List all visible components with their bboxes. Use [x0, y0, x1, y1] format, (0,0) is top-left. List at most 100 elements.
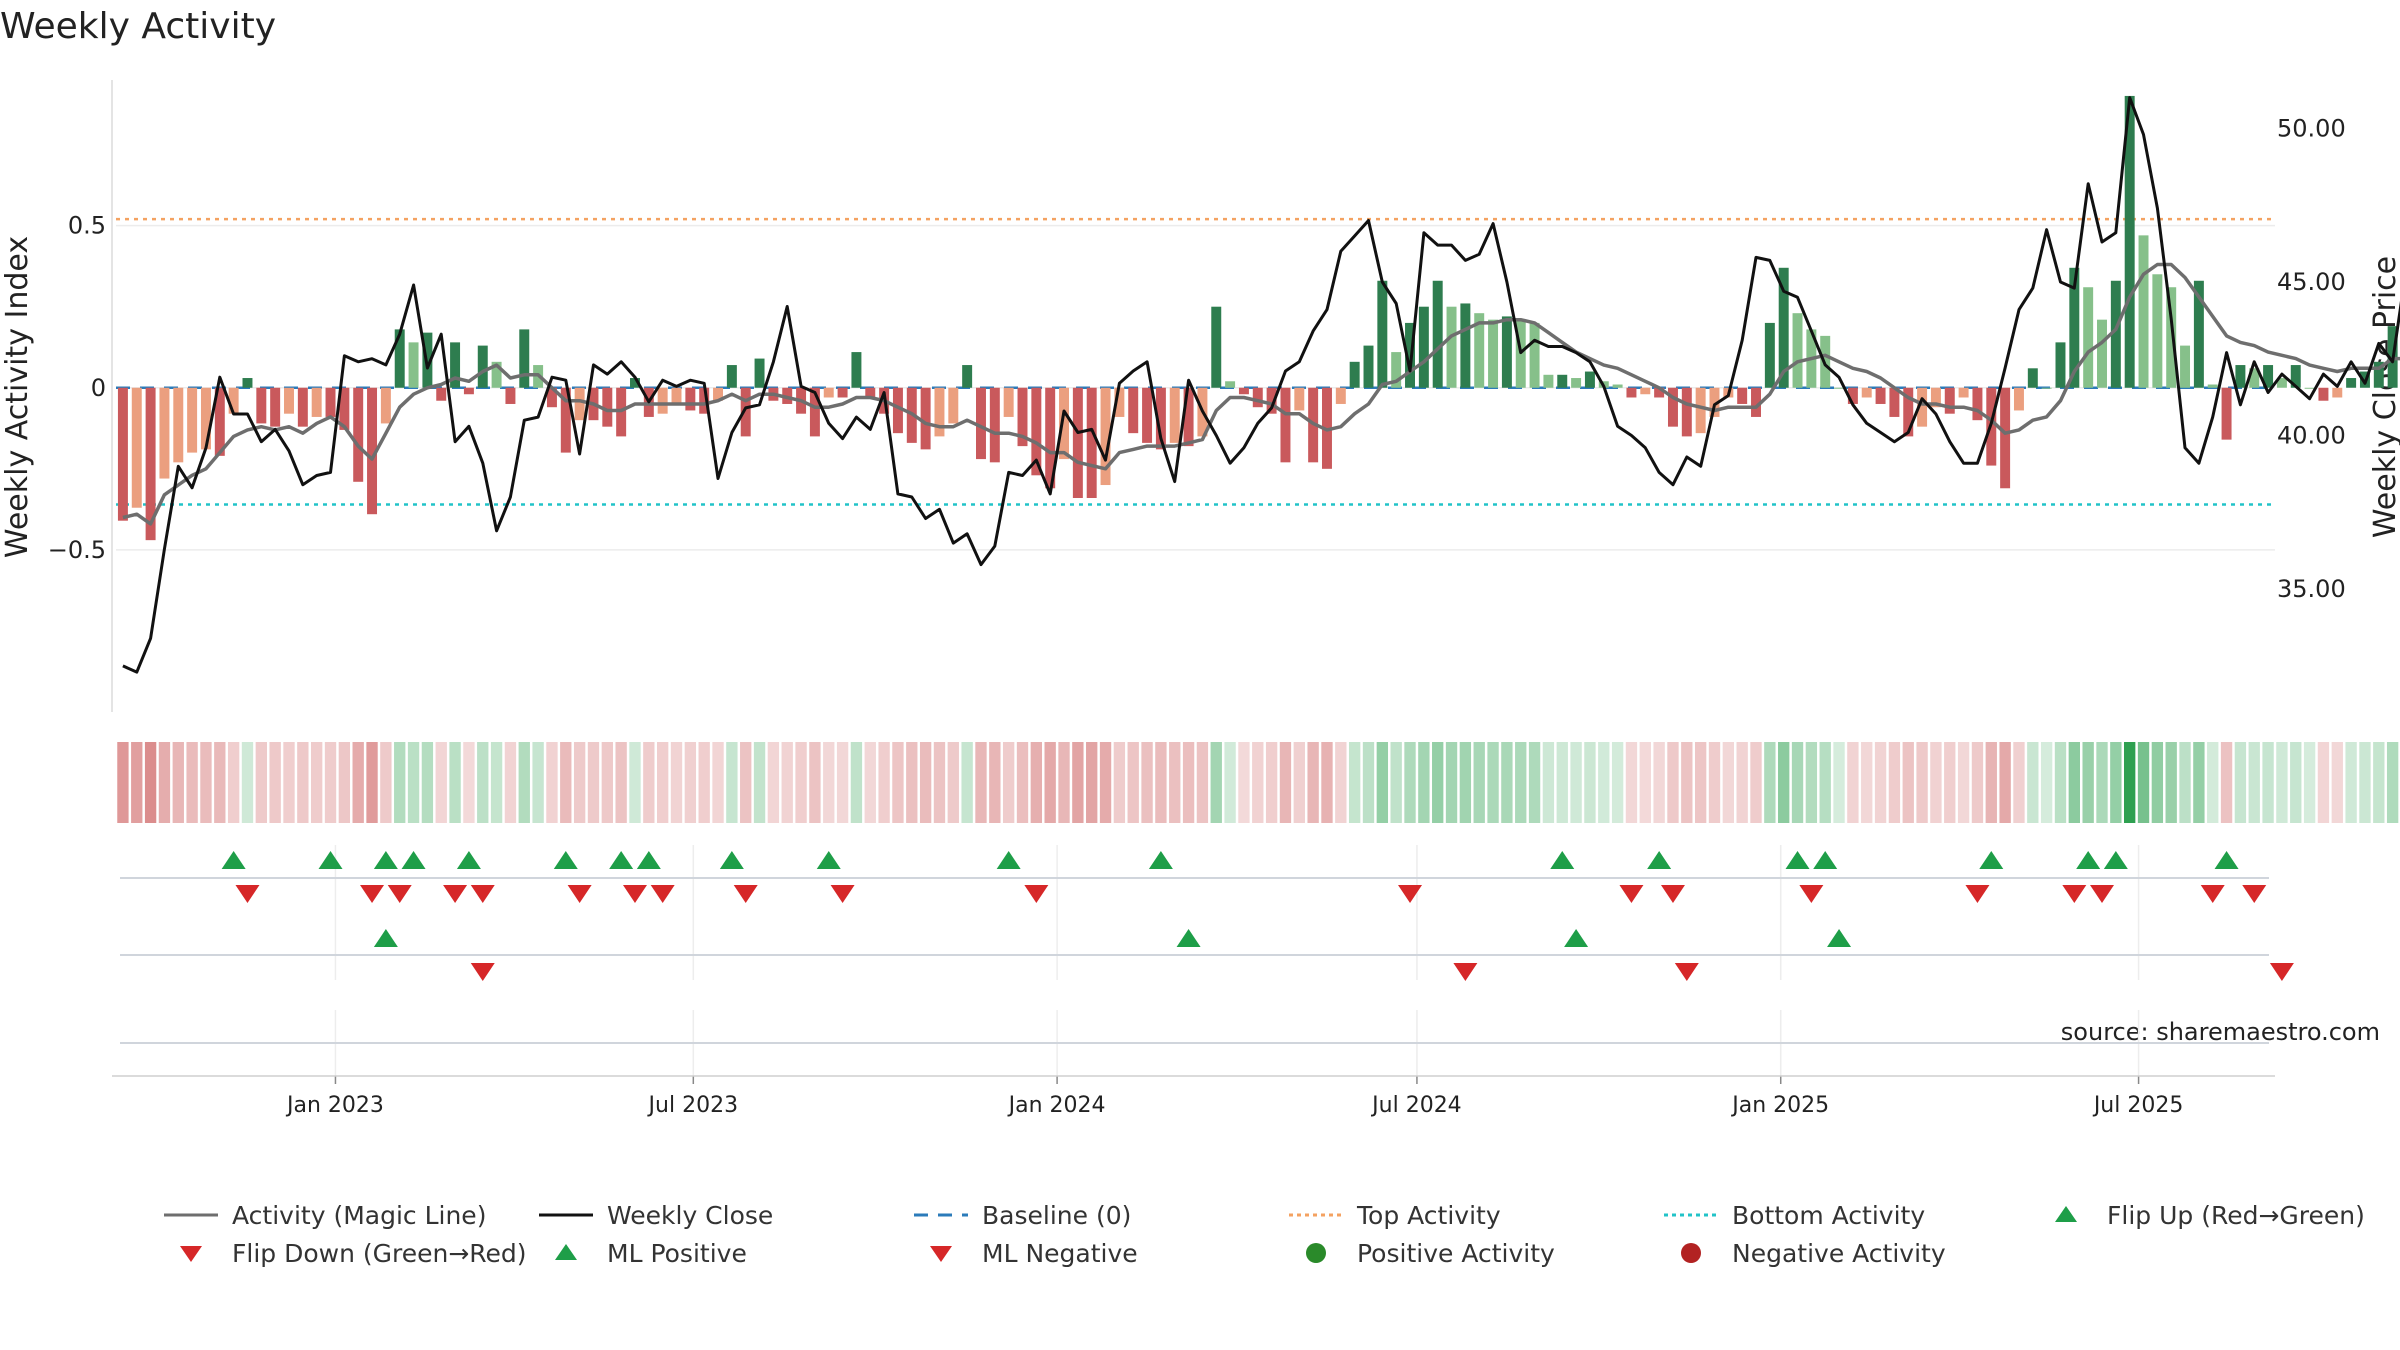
activity-bar [1778, 267, 1789, 388]
heat-cell [2124, 742, 2136, 823]
heat-cell [1058, 742, 1070, 823]
flip-up-marker [318, 851, 343, 869]
activity-bar [1584, 371, 1595, 388]
flip-down-marker [567, 885, 592, 903]
heat-cell [2054, 742, 2067, 823]
activity-bar [1280, 387, 1291, 463]
activity-bar [256, 387, 267, 424]
heat-cell [504, 742, 517, 823]
activity-bar [1128, 387, 1139, 434]
flip-down-marker [1024, 885, 1049, 903]
activity-bar [1377, 280, 1388, 388]
activity-bar [436, 387, 447, 401]
heat-cell [1252, 742, 1264, 823]
activity-bar [145, 387, 156, 541]
legend-item-negative-activity: Negative Activity [1660, 1238, 1946, 1268]
legend-item-ml-positive: ML Positive [535, 1238, 747, 1268]
activity-bar [1017, 387, 1028, 447]
heat-cell [186, 742, 198, 823]
heat-cell [1362, 742, 1375, 823]
heat-cell [1335, 742, 1347, 823]
ml-negative-marker [1453, 963, 1478, 981]
heat-cell [1736, 742, 1748, 823]
heat-cell [906, 742, 918, 823]
heat-cell [2331, 742, 2343, 823]
heat-cell [477, 742, 489, 823]
heat-cell [1182, 742, 1195, 823]
heat-cell [1570, 742, 1582, 823]
activity-bars [117, 95, 2398, 541]
heat-cell [1930, 742, 1942, 823]
y-right-tick-label: 35.00 [2277, 575, 2346, 603]
heat-cell [892, 742, 904, 823]
reference-lines [116, 217, 2275, 506]
activity-bar [1335, 387, 1346, 404]
heat-cell [1971, 742, 1984, 823]
activity-bar [989, 387, 1000, 463]
heat-cell [1750, 742, 1762, 823]
activity-bar [1847, 387, 1858, 404]
heat-cell [1169, 742, 1181, 823]
activity-bar [2138, 235, 2149, 388]
heat-cell [1625, 742, 1638, 823]
heat-cell [1265, 742, 1278, 823]
axes: 0.5 0 −0.5 50.00 45.00 40.00 35.00 Jan 2023 Jul … [48, 80, 2346, 1118]
activity-bar [2110, 280, 2121, 388]
heat-cell [1459, 742, 1472, 823]
heat-cell [2262, 742, 2274, 823]
heat-cell [1722, 742, 1735, 823]
activity-bar [1432, 280, 1443, 388]
heat-cell [989, 742, 1001, 823]
flip-down-marker [360, 885, 385, 903]
activity-bar [1114, 387, 1125, 417]
activity-bar [1391, 352, 1402, 388]
heat-cell [1445, 742, 1458, 823]
heat-cell [587, 742, 600, 823]
y-right-tick-label: 45.00 [2277, 268, 2346, 296]
heat-cell [1791, 742, 1804, 823]
activity-bar [1418, 306, 1429, 388]
circle-icon [1681, 1243, 1701, 1263]
heat-cell [1418, 742, 1430, 823]
triangle-up-icon [2055, 1206, 2077, 1222]
heat-cell [809, 742, 821, 823]
heat-cell [656, 742, 669, 823]
grid-lines [116, 224, 2275, 1078]
heat-cell [2179, 742, 2191, 823]
ml-positive-marker [373, 929, 398, 947]
x-tick-label: Jan 2024 [1007, 1093, 1106, 1118]
heat-cell [864, 742, 876, 823]
heat-cell [2290, 742, 2302, 823]
heat-cell [670, 742, 683, 823]
activity-bar [173, 387, 184, 463]
heat-cell [1432, 742, 1444, 823]
activity-bar [131, 387, 142, 508]
source-label: source: sharemaestro.com [2061, 1018, 2380, 1046]
activity-bar [574, 387, 585, 421]
magic-line [122, 262, 2400, 526]
heat-cell [560, 742, 572, 823]
heat-cell [1957, 742, 1970, 823]
flip-up-marker [996, 851, 1021, 869]
heat-cell [2013, 742, 2025, 823]
heat-cell [781, 742, 793, 823]
activity-bar [1626, 387, 1637, 398]
activity-bar [1529, 322, 1540, 388]
heat-cell [1099, 742, 1112, 823]
activity-bar [408, 342, 419, 388]
activity-bar [2346, 378, 2357, 388]
legend-dashed-swatch [914, 1213, 968, 1217]
heat-cell [601, 742, 613, 823]
heat-cell [961, 742, 973, 823]
series-lines [122, 96, 2400, 674]
activity-bar [367, 387, 378, 515]
flip-down-marker [235, 885, 260, 903]
heat-cell [1127, 742, 1139, 823]
activity-bar [187, 387, 198, 453]
activity-bar [450, 342, 461, 388]
activity-bar [214, 387, 225, 456]
heat-cell [1556, 742, 1568, 823]
heat-cell [1307, 742, 1319, 823]
heat-cell [1473, 742, 1485, 823]
flip-up-marker [1647, 851, 1672, 869]
